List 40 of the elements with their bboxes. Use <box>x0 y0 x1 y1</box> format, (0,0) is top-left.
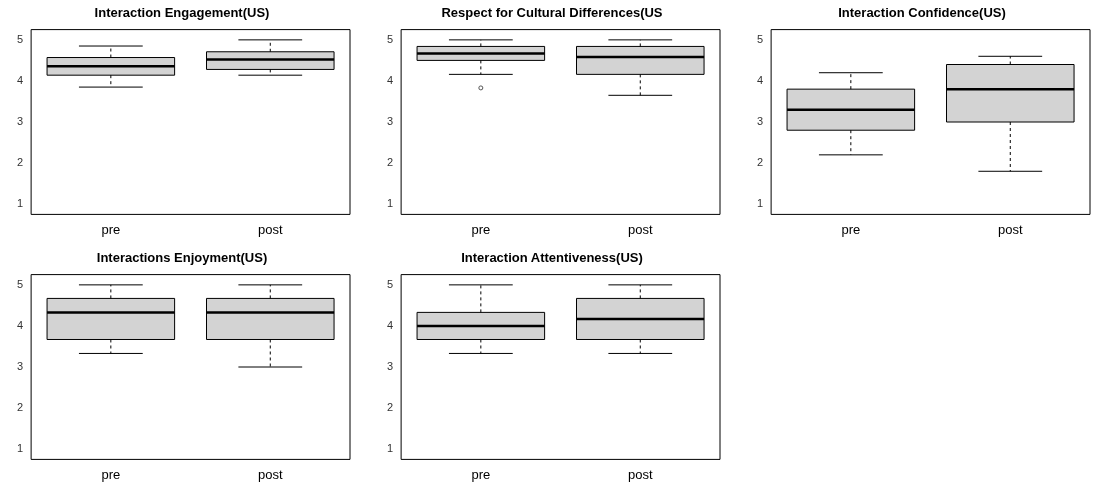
x-tick-label: pre <box>841 221 861 237</box>
y-tick-label: 2 <box>386 156 394 169</box>
chart-title: Interaction Attentiveness(US) <box>461 250 643 266</box>
x-tick-label: post <box>257 221 283 237</box>
x-tick-label: post <box>257 466 283 482</box>
y-tick-label: 4 <box>16 73 24 86</box>
y-tick-label: 1 <box>756 197 764 210</box>
x-tick-label: pre <box>471 221 491 237</box>
y-tick-label: 2 <box>386 401 394 414</box>
chart-title: Respect for Cultural Differences(US <box>441 5 663 21</box>
chart-title: Interaction Engagement(US) <box>94 5 270 21</box>
y-tick-label: 4 <box>16 318 24 331</box>
y-tick-label: 1 <box>16 197 24 210</box>
y-tick-label: 3 <box>756 115 764 128</box>
y-tick-label: 5 <box>386 277 394 290</box>
x-tick-label: pre <box>471 466 491 482</box>
y-tick-label: 2 <box>16 156 24 169</box>
y-tick-label: 4 <box>386 318 394 331</box>
x-tick-label: pre <box>101 466 121 482</box>
y-tick-label: 5 <box>756 32 764 45</box>
y-tick-label: 5 <box>386 32 394 45</box>
y-tick-label: 4 <box>756 73 764 86</box>
x-tick-label: post <box>627 466 653 482</box>
chart-title: Interactions Enjoyment(US) <box>96 250 268 266</box>
y-tick-label: 5 <box>16 32 24 45</box>
x-tick-label: pre <box>101 221 121 237</box>
x-tick-label: post <box>997 221 1023 237</box>
y-tick-label: 3 <box>16 115 24 128</box>
y-tick-label: 3 <box>16 360 24 373</box>
y-tick-label: 3 <box>386 115 394 128</box>
y-tick-label: 1 <box>386 197 394 210</box>
y-tick-label: 1 <box>386 442 394 455</box>
y-tick-label: 5 <box>16 277 24 290</box>
y-tick-label: 1 <box>16 442 24 455</box>
y-tick-label: 2 <box>16 401 24 414</box>
chart-title: Interaction Confidence(US) <box>838 5 1006 21</box>
x-tick-label: post <box>627 221 653 237</box>
y-tick-label: 3 <box>386 360 394 373</box>
y-tick-label: 4 <box>386 73 394 86</box>
y-tick-label: 2 <box>756 156 764 169</box>
